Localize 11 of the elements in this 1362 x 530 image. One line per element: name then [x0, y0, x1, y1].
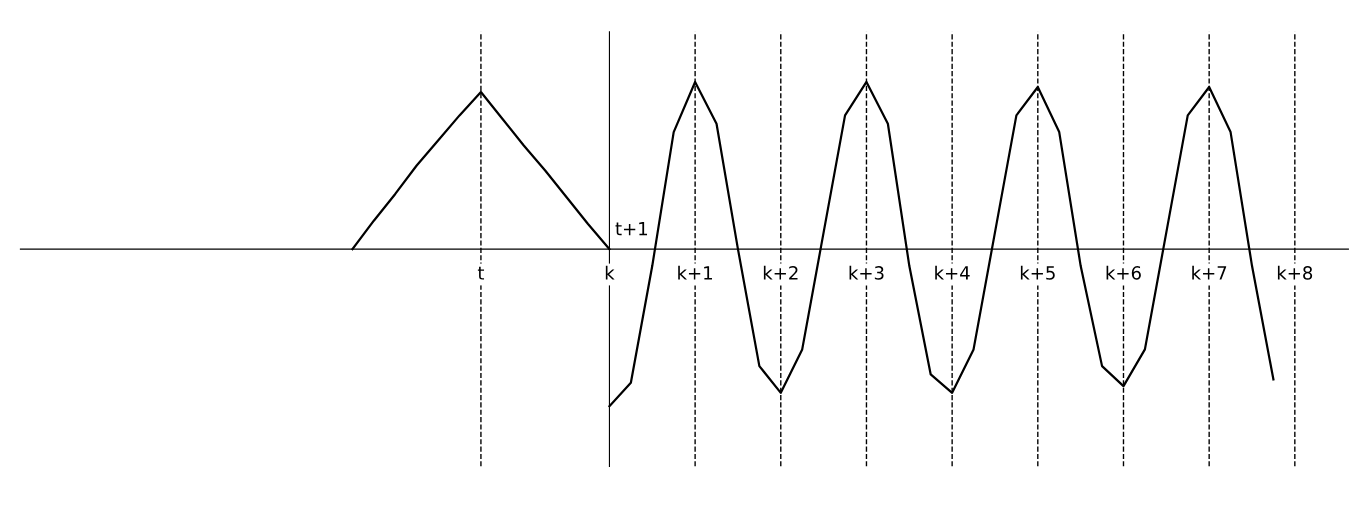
x-tick-label: k+8 — [1277, 265, 1313, 280]
x-tick-label: k+5 — [1020, 265, 1055, 280]
x-tick-label: k+2 — [763, 265, 798, 280]
x-tick-label: k+3 — [849, 265, 884, 280]
x-tick-label: k — [605, 265, 615, 280]
annotation: t+1 — [615, 222, 648, 236]
x-tick-label: k+7 — [1192, 265, 1227, 280]
x-tick-label: k+1 — [678, 265, 712, 280]
x-tick-label: k+4 — [935, 265, 970, 280]
x-tick-label: k+6 — [1106, 265, 1141, 280]
x-tick-label: t — [477, 266, 485, 280]
